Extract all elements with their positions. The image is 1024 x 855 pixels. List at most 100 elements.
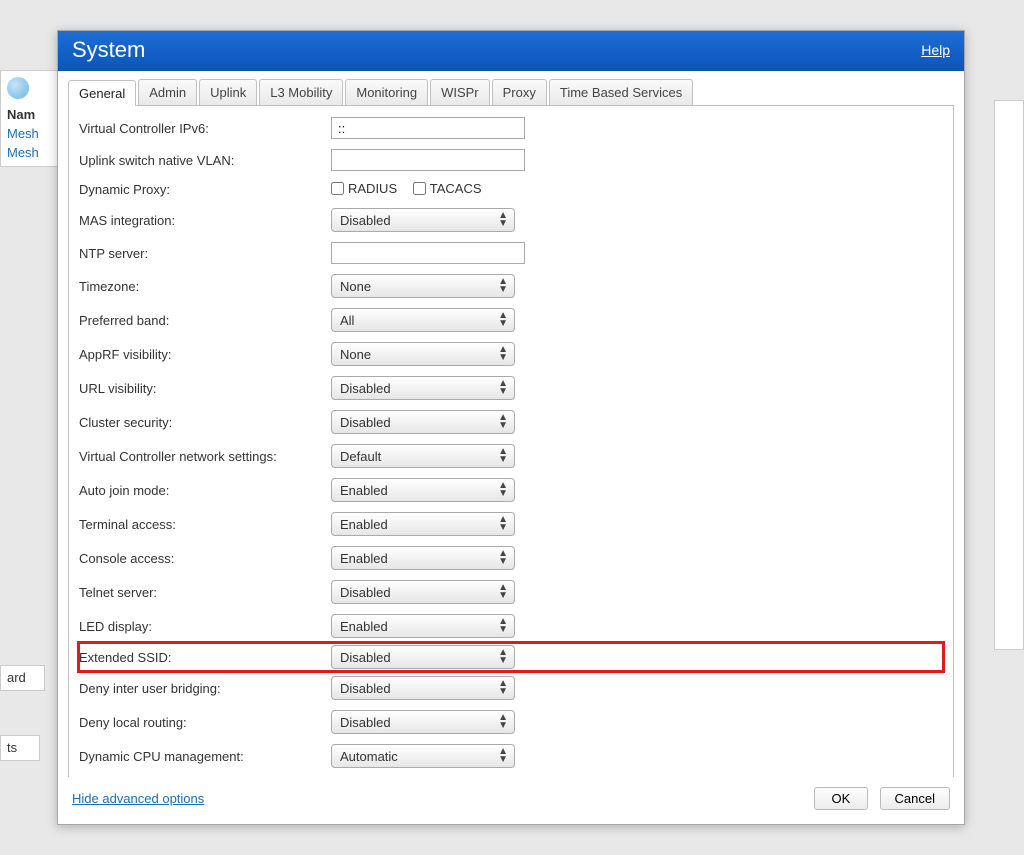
select-terminal[interactable]: Enabled ▲▼ — [331, 512, 515, 536]
select-timezone-value: None — [340, 279, 371, 294]
select-vcnet-value: Default — [340, 449, 381, 464]
select-extended-ssid[interactable]: Disabled▲▼ — [331, 645, 515, 669]
updown-icon: ▲▼ — [498, 680, 508, 696]
select-cluster[interactable]: Disabled ▲▼ — [331, 410, 515, 434]
row-vcnet: Virtual Controller network settings: Def… — [79, 439, 943, 473]
select-timezone[interactable]: None ▲▼ — [331, 274, 515, 298]
bg-panel-right — [994, 100, 1024, 650]
row-url: URL visibility: Disabled ▲▼ — [79, 371, 943, 405]
tabstrip: General Admin Uplink L3 Mobility Monitor… — [68, 79, 954, 106]
select-telnet[interactable]: Disabled ▲▼ — [331, 580, 515, 604]
tab-monitoring[interactable]: Monitoring — [345, 79, 428, 105]
label-vc-ipv6: Virtual Controller IPv6: — [79, 121, 331, 136]
row-ntp: NTP server: — [79, 237, 943, 269]
select-deny-local[interactable]: Disabled ▲▼ — [331, 710, 515, 734]
input-ntp[interactable] — [331, 242, 525, 264]
select-console[interactable]: Enabled ▲▼ — [331, 546, 515, 570]
updown-icon: ▲▼ — [498, 212, 508, 228]
updown-icon: ▲▼ — [498, 380, 508, 396]
cancel-button[interactable]: Cancel — [880, 787, 950, 810]
bg-sidebar-header: Nam — [7, 107, 53, 122]
label-extended-ssid: Extended SSID: — [79, 650, 331, 665]
tab-wispr[interactable]: WISPr — [430, 79, 490, 105]
label-autojoin: Auto join mode: — [79, 483, 331, 498]
updown-icon: ▲▼ — [498, 584, 508, 600]
checkbox-tacacs[interactable] — [413, 182, 426, 195]
updown-icon: ▲▼ — [498, 482, 508, 498]
updown-icon: ▲▼ — [498, 278, 508, 294]
wifi-icon — [7, 77, 29, 99]
tab-admin[interactable]: Admin — [138, 79, 197, 105]
row-console: Console access: Enabled▲▼ — [79, 541, 943, 575]
updown-icon: ▲▼ — [498, 516, 508, 532]
dialog-titlebar: System Help — [58, 31, 964, 71]
label-terminal: Terminal access: — [79, 517, 331, 532]
footer-buttons: OK Cancel — [806, 787, 950, 810]
row-led: LED display: Enabled ▲▼ — [79, 609, 943, 643]
tab-time-based-services[interactable]: Time Based Services — [549, 79, 693, 105]
row-timezone: Timezone: None▲▼ — [79, 269, 943, 303]
row-vc-ipv6: Virtual Controller IPv6: — [79, 112, 943, 144]
row-band: Preferred band: All▲▼ — [79, 303, 943, 337]
updown-icon: ▲▼ — [498, 649, 508, 665]
checkbox-radius[interactable] — [331, 182, 344, 195]
tab-general[interactable]: General — [68, 80, 136, 106]
updown-icon: ▲▼ — [498, 618, 508, 634]
select-vcnet[interactable]: Default ▲▼ — [331, 444, 515, 468]
select-mas[interactable]: Disabled▲▼ — [331, 208, 515, 232]
tab-proxy[interactable]: Proxy — [492, 79, 547, 105]
label-deny-local: Deny local routing: — [79, 715, 331, 730]
select-apprf[interactable]: None▲▼ — [331, 342, 515, 366]
select-terminal-value: Enabled — [340, 517, 388, 532]
select-dyn-cpu-value: Automatic — [340, 749, 398, 764]
label-vcnet: Virtual Controller network settings: — [79, 449, 331, 464]
tab-uplink[interactable]: Uplink — [199, 79, 257, 105]
updown-icon: ▲▼ — [498, 414, 508, 430]
select-deny-bridge[interactable]: Disabled ▲▼ — [331, 676, 515, 700]
label-band: Preferred band: — [79, 313, 331, 328]
label-ntp: NTP server: — [79, 246, 331, 261]
ok-button[interactable]: OK — [814, 787, 868, 810]
select-console-value: Enabled — [340, 551, 388, 566]
label-cluster: Cluster security: — [79, 415, 331, 430]
bg-sidebar-link[interactable]: Mesh — [7, 145, 53, 160]
select-band-value: All — [340, 313, 354, 328]
help-link[interactable]: Help — [921, 42, 950, 58]
bg-strip-1-text: ard — [7, 670, 26, 685]
select-url-value: Disabled — [340, 381, 391, 396]
input-vc-ipv6[interactable] — [331, 117, 525, 139]
hide-advanced-link[interactable]: Hide advanced options — [72, 791, 204, 806]
row-uplink-vlan: Uplink switch native VLAN: — [79, 144, 943, 176]
updown-icon: ▲▼ — [498, 714, 508, 730]
row-mas: MAS integration: Disabled▲▼ — [79, 203, 943, 237]
select-deny-bridge-value: Disabled — [340, 681, 391, 696]
select-autojoin[interactable]: Enabled ▲▼ — [331, 478, 515, 502]
row-deny-bridge: Deny inter user bridging: Disabled ▲▼ — [79, 671, 943, 705]
label-uplink-vlan: Uplink switch native VLAN: — [79, 153, 331, 168]
row-dynamic-proxy: Dynamic Proxy: RADIUS TACACS — [79, 176, 943, 203]
bg-sidebar-link[interactable]: Mesh — [7, 126, 53, 141]
updown-icon: ▲▼ — [498, 448, 508, 464]
label-deny-bridge: Deny inter user bridging: — [79, 681, 331, 696]
select-dyn-cpu[interactable]: Automatic ▲▼ — [331, 744, 515, 768]
select-telnet-value: Disabled — [340, 585, 391, 600]
updown-icon: ▲▼ — [498, 550, 508, 566]
label-dynamic-proxy: Dynamic Proxy: — [79, 182, 331, 197]
select-deny-local-value: Disabled — [340, 715, 391, 730]
checkbox-tacacs-label: TACACS — [430, 181, 482, 196]
row-autojoin: Auto join mode: Enabled ▲▼ — [79, 473, 943, 507]
row-terminal: Terminal access: Enabled ▲▼ — [79, 507, 943, 541]
label-dyn-cpu: Dynamic CPU management: — [79, 749, 331, 764]
input-uplink-vlan[interactable] — [331, 149, 525, 171]
label-url: URL visibility: — [79, 381, 331, 396]
select-autojoin-value: Enabled — [340, 483, 388, 498]
select-led-value: Enabled — [340, 619, 388, 634]
row-telnet: Telnet server: Disabled▲▼ — [79, 575, 943, 609]
label-led: LED display: — [79, 619, 331, 634]
select-led[interactable]: Enabled ▲▼ — [331, 614, 515, 638]
select-url[interactable]: Disabled ▲▼ — [331, 376, 515, 400]
updown-icon: ▲▼ — [498, 748, 508, 764]
tab-l3-mobility[interactable]: L3 Mobility — [259, 79, 343, 105]
select-cluster-value: Disabled — [340, 415, 391, 430]
select-band[interactable]: All▲▼ — [331, 308, 515, 332]
